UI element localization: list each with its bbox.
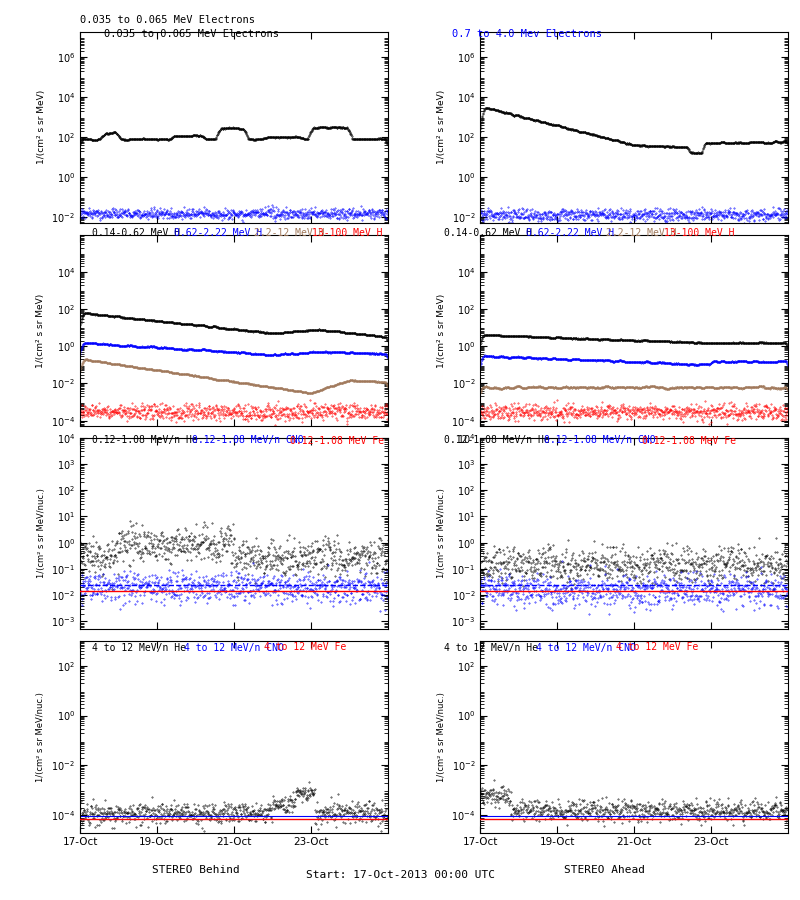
- Text: 0.12-1.08 MeV/n CNO: 0.12-1.08 MeV/n CNO: [544, 436, 656, 446]
- Text: 4 to 12 MeV Fe: 4 to 12 MeV Fe: [264, 643, 346, 652]
- Text: 13-100 MeV H: 13-100 MeV H: [312, 229, 382, 238]
- Y-axis label: 1/(cm² s sr MeV): 1/(cm² s sr MeV): [437, 90, 446, 165]
- Text: 0.12-1.08 MeV Fe: 0.12-1.08 MeV Fe: [290, 436, 384, 446]
- Text: 0.14-0.62 MeV H: 0.14-0.62 MeV H: [92, 229, 180, 238]
- Text: 4 to 12 MeV/n He: 4 to 12 MeV/n He: [444, 643, 538, 652]
- Text: 0.12-1.08 MeV/n He: 0.12-1.08 MeV/n He: [92, 436, 198, 446]
- Text: 13-100 MeV H: 13-100 MeV H: [664, 229, 734, 238]
- Text: 0.035 to 0.065 MeV Electrons: 0.035 to 0.065 MeV Electrons: [104, 29, 279, 39]
- Text: 4 to 12 MeV/n CNO: 4 to 12 MeV/n CNO: [184, 643, 284, 652]
- Text: STEREO Ahead: STEREO Ahead: [563, 865, 645, 875]
- Y-axis label: 1/(cm² s sr MeV/nuc.): 1/(cm² s sr MeV/nuc.): [437, 692, 446, 781]
- Y-axis label: 1/(cm² s sr MeV): 1/(cm² s sr MeV): [36, 293, 46, 367]
- Text: 4 to 12 MeV/n He: 4 to 12 MeV/n He: [92, 643, 186, 652]
- Text: 0.62-2.22 MeV H: 0.62-2.22 MeV H: [174, 229, 262, 238]
- Text: Start: 17-Oct-2013 00:00 UTC: Start: 17-Oct-2013 00:00 UTC: [306, 870, 494, 880]
- Text: 0.14-0.62 MeV H: 0.14-0.62 MeV H: [444, 229, 532, 238]
- Text: 2.2-12 MeV H: 2.2-12 MeV H: [254, 229, 325, 238]
- Text: STEREO Behind: STEREO Behind: [152, 865, 240, 875]
- Text: 0.035 to 0.065 MeV Electrons: 0.035 to 0.065 MeV Electrons: [80, 15, 255, 25]
- Text: 4 to 12 MeV Fe: 4 to 12 MeV Fe: [616, 643, 698, 652]
- Text: 0.7 to 4.0 Mev Electrons: 0.7 to 4.0 Mev Electrons: [452, 29, 602, 39]
- Text: 2.2-12 MeV H: 2.2-12 MeV H: [606, 229, 676, 238]
- Y-axis label: 1/(cm² s sr MeV): 1/(cm² s sr MeV): [37, 90, 46, 165]
- Text: 0.12-1.08 MeV/n He: 0.12-1.08 MeV/n He: [444, 436, 550, 446]
- Text: 0.62-2.22 MeV H: 0.62-2.22 MeV H: [526, 229, 614, 238]
- Y-axis label: 1/(cm² s sr MeV/nuc.): 1/(cm² s sr MeV/nuc.): [437, 489, 446, 579]
- Y-axis label: 1/(cm² s sr MeV/nuc.): 1/(cm² s sr MeV/nuc.): [36, 692, 46, 781]
- Text: 4 to 12 MeV/n CNO: 4 to 12 MeV/n CNO: [536, 643, 636, 652]
- Y-axis label: 1/(cm² s sr MeV/nuc.): 1/(cm² s sr MeV/nuc.): [37, 489, 46, 579]
- Text: 0.12-1.08 MeV/n CNO: 0.12-1.08 MeV/n CNO: [192, 436, 304, 446]
- Text: 0.12-1.08 MeV Fe: 0.12-1.08 MeV Fe: [642, 436, 737, 446]
- Y-axis label: 1/(cm² s sr MeV): 1/(cm² s sr MeV): [437, 293, 446, 367]
